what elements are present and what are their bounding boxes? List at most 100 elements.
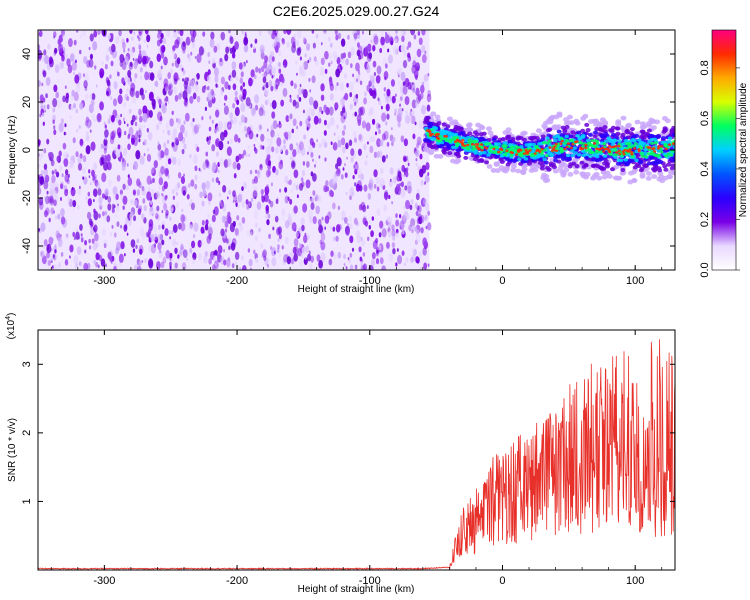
noise-cell [324,157,327,162]
noise-cell [253,45,256,50]
signal-cell [466,143,470,147]
noise-cell [316,139,318,143]
noise-cell [403,138,409,147]
noise-cell [377,97,380,102]
noise-cell [135,244,138,249]
noise-cell [286,30,292,35]
noise-cell [398,80,401,86]
noise-cell [369,136,373,142]
noise-cell [138,134,141,138]
noise-cell [139,155,145,165]
signal-cell [571,161,577,166]
noise-cell [99,156,105,166]
signal-cell [595,154,600,159]
noise-cell [135,62,138,66]
noise-cell [329,116,335,126]
noise-cell [392,45,398,55]
noise-cell [123,120,126,125]
noise-cell [186,194,190,200]
signal-cell [587,132,593,137]
noise-cell [277,226,282,235]
noise-cell [205,219,209,226]
noise-cell [149,60,154,69]
signal-cell [565,138,570,143]
noise-cell [344,163,346,167]
noise-cell [317,112,322,119]
noise-cell [121,41,126,50]
noise-cell [323,30,328,35]
noise-cell [133,161,139,171]
noise-cell [160,33,164,39]
noise-cell [300,217,305,226]
noise-cell [408,224,412,232]
noise-cell [261,65,265,73]
noise-cell [255,66,259,73]
noise-cell [420,227,424,234]
noise-cell [240,85,243,91]
noise-cell [353,162,359,172]
noise-cell [349,252,353,258]
noise-cell [350,47,355,56]
noise-cell [278,120,281,125]
noise-cell [261,195,266,203]
noise-cell [271,160,274,164]
noise-cell [380,105,383,110]
signal-cell [475,122,482,128]
noise-cell [207,91,213,102]
noise-cell [77,155,82,164]
signal-cell [638,135,644,140]
signal-cell [573,118,580,124]
signal-cell [541,123,548,129]
noise-cell [147,187,151,192]
noise-cell [213,45,218,53]
noise-cell [299,260,303,267]
noise-cell [412,87,416,93]
noise-cell [410,218,416,228]
noise-cell [141,213,145,221]
signal-cell [555,135,561,139]
signal-cell [450,145,456,150]
noise-cell [365,122,371,132]
noise-cell [228,245,231,251]
noise-cell [103,239,108,249]
noise-cell [239,224,244,232]
signal-cell [595,147,599,151]
noise-cell [330,141,333,146]
noise-cell [227,216,232,224]
noise-cell [55,91,60,99]
noise-cell [132,215,137,222]
noise-cell [174,94,179,102]
noise-cell [83,176,88,185]
noise-cell [212,57,216,64]
noise-cell [127,143,131,151]
noise-cell [413,68,419,78]
noise-cell [280,81,283,87]
signal-cell [556,112,563,118]
noise-cell [111,224,114,229]
noise-cell [38,197,44,206]
noise-cell [181,148,185,155]
noise-cell [284,236,289,244]
signal-cell [590,150,595,155]
noise-cell [344,92,349,101]
signal-cell [591,173,598,179]
noise-cell [160,65,163,70]
signal-cell [588,119,595,124]
noise-cell [38,80,42,87]
signal-cell [485,126,492,132]
noise-cell [421,54,427,64]
noise-cell [271,43,275,48]
noise-cell [262,251,266,259]
noise-cell [111,203,115,209]
noise-cell [411,248,414,253]
noise-cell [225,46,230,54]
noise-cell [328,62,331,67]
noise-cell [123,130,127,136]
noise-cell [337,139,342,148]
signal-cell [663,142,668,147]
signal-cell [657,145,661,148]
spectrogram-y-tick-label: 40 [21,48,33,60]
noise-cell [120,113,123,118]
noise-cell [167,100,170,104]
noise-cell [389,134,394,142]
